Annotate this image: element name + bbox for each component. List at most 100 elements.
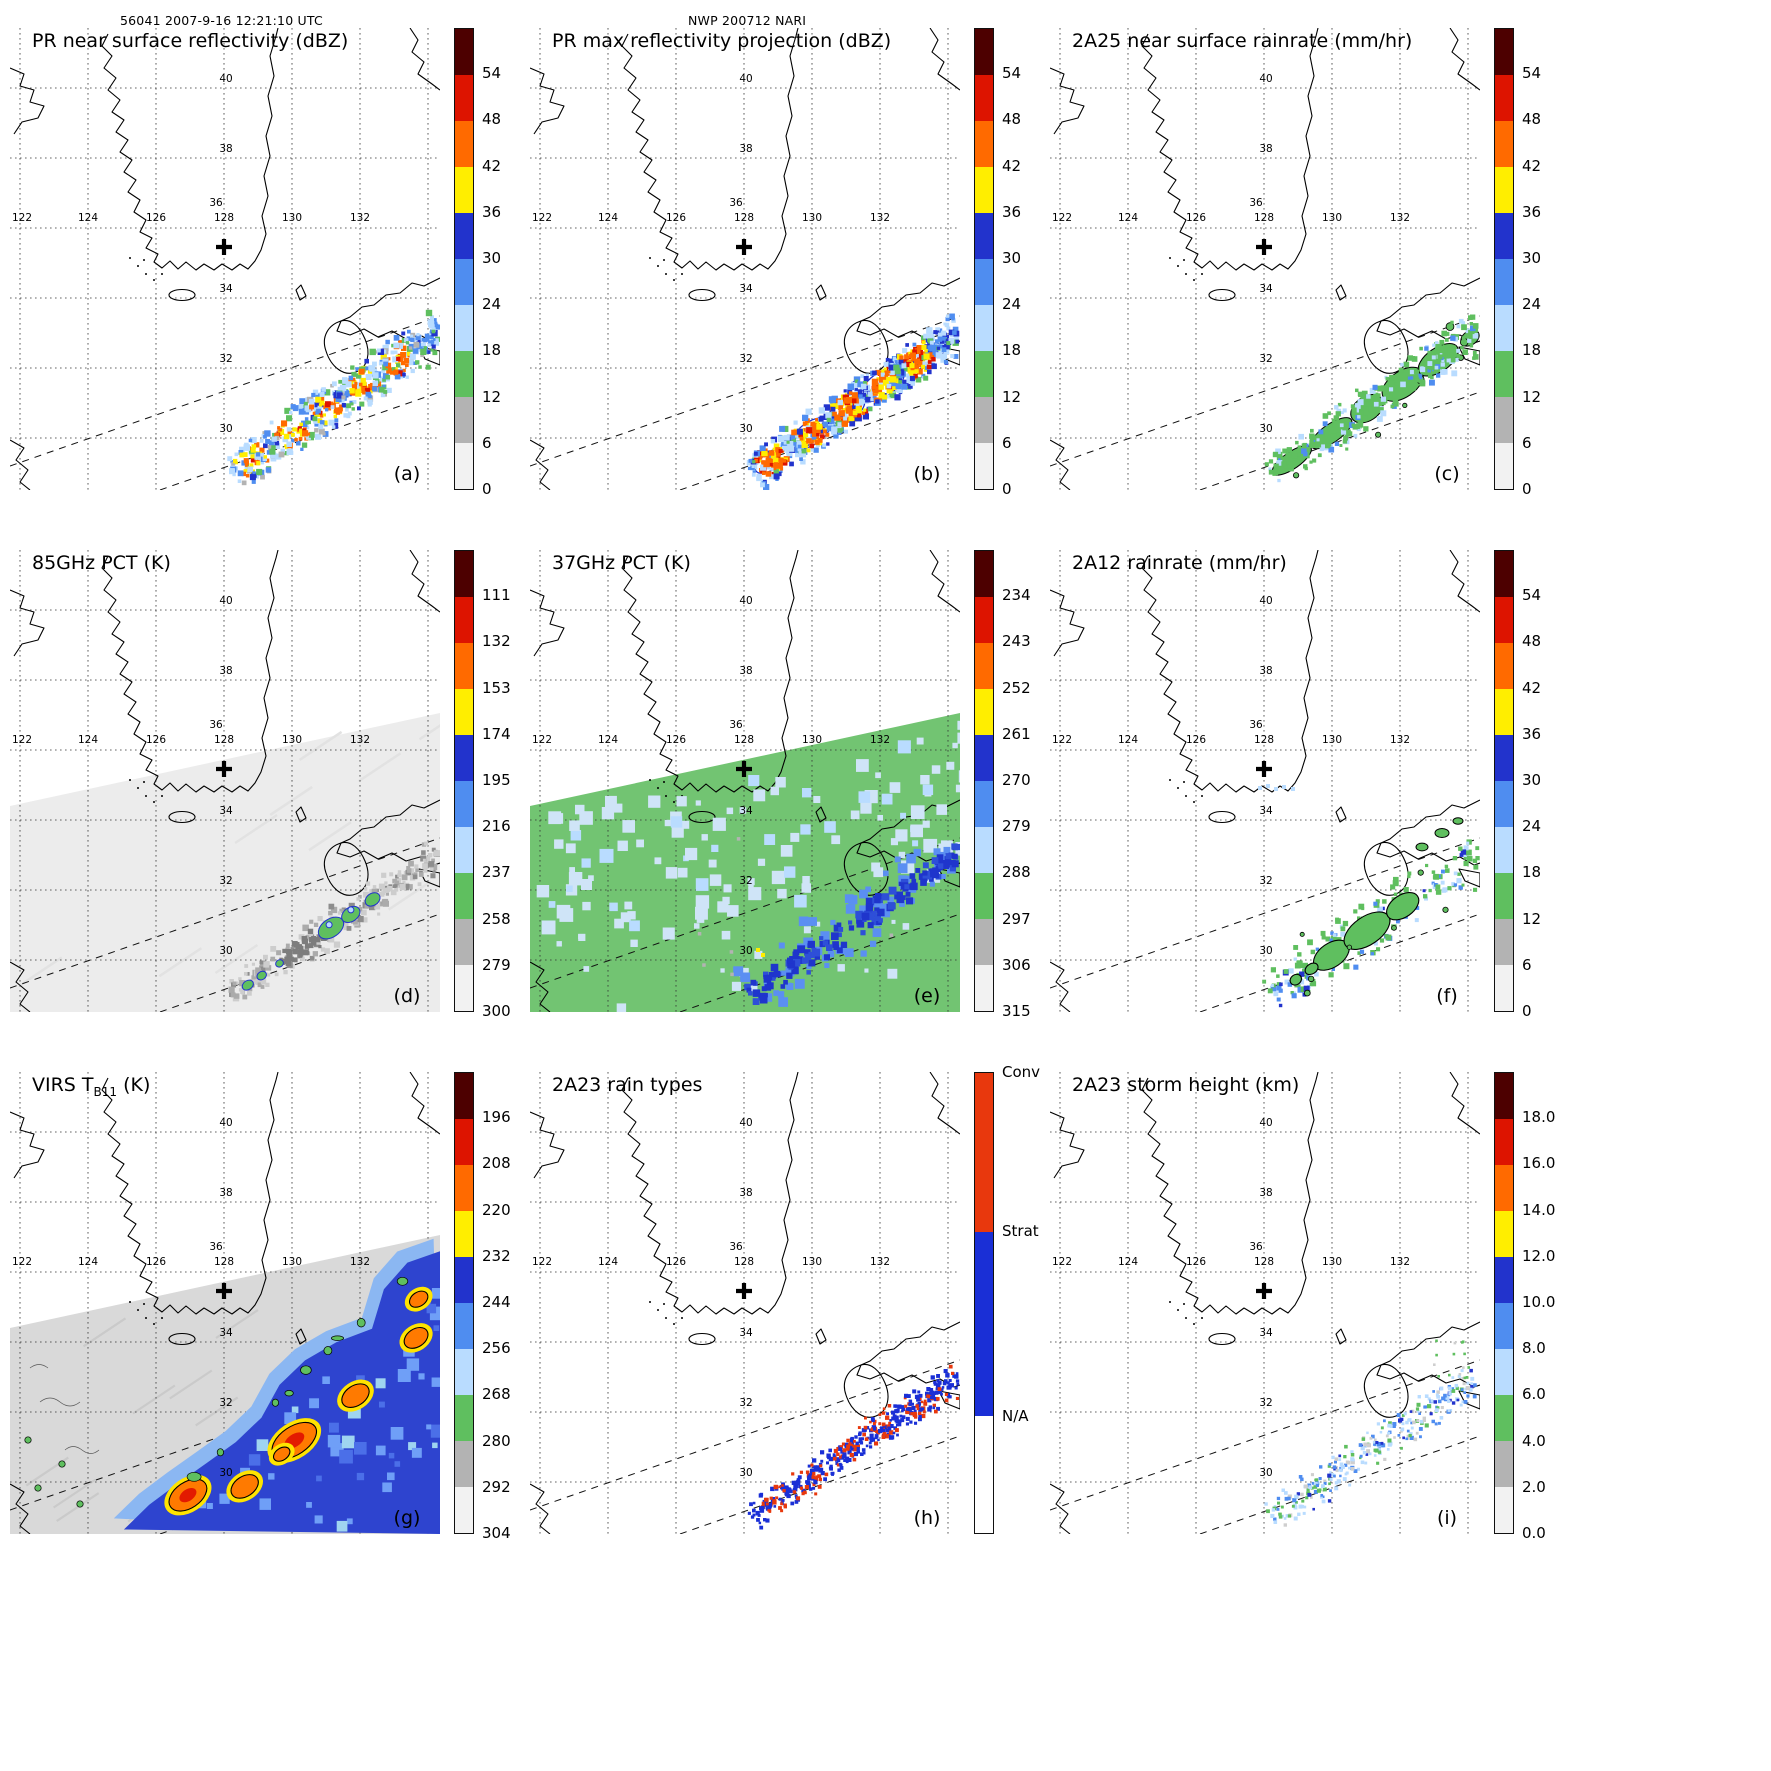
lat-label: 36: [209, 719, 223, 731]
small-island: [663, 1303, 665, 1305]
panel-h: 2A23 rain types 122 124 126 128 130 132 40 38 36…: [530, 1064, 1050, 1534]
small-island: [145, 1317, 147, 1319]
small-island: [129, 1301, 131, 1303]
colorbar-segment: [975, 75, 993, 121]
jeju-island: [168, 288, 196, 302]
lat-label: 36: [209, 1241, 223, 1253]
map-i: 122 124 126 128 130 132 40 38 36 34 32 30 (i): [1050, 1072, 1480, 1534]
small-island: [1185, 1317, 1187, 1319]
lat-label: 38: [1259, 1187, 1272, 1199]
colorbar-segment: [455, 735, 473, 781]
colorbar-segment: [1495, 1073, 1513, 1119]
lat-label: 38: [739, 665, 752, 677]
colorbar-segment: [975, 643, 993, 689]
panel-c: 2A25 near surface rainrate (mm/hr) 122 12…: [1050, 28, 1570, 498]
lon-label: 130: [1322, 734, 1342, 746]
lat-label: 36: [729, 1241, 743, 1253]
colorbar-segment: [1495, 259, 1513, 305]
title-text: 2A23 storm height (km): [1072, 1074, 1300, 1096]
coordinate-labels: 122 124 126 128 130 132 40 38 36 34 32 30: [1052, 1117, 1410, 1479]
small-island: [153, 279, 155, 281]
title-text: PR near surface reflectivity (dBZ): [32, 30, 349, 52]
small-island: [657, 265, 659, 267]
lat-label: 30: [1259, 423, 1272, 435]
colorbar-segment: [455, 597, 473, 643]
colorbar-g: 196 208 220 232 244 256 268 280 292 304: [454, 1072, 530, 1542]
colorbar-segment: [975, 735, 993, 781]
colorbar-segment: [455, 1349, 473, 1395]
coordinate-labels: 122 124 126 128 130 132 40 38 36 34 32 30: [1052, 595, 1410, 957]
lat-label: 34: [219, 283, 233, 295]
colorbar-segment: [1495, 1441, 1513, 1487]
colorbar-tick-label: 42: [1002, 157, 1022, 175]
colorbar-segment: [975, 443, 993, 489]
colorbar-bar: [454, 1072, 474, 1534]
colorbar-segment: [1495, 551, 1513, 597]
lat-label: 38: [219, 665, 232, 677]
colorbar-h: Conv Strat N/A: [974, 1064, 1050, 1534]
lon-label: 132: [350, 212, 370, 224]
panel-c-title: 2A25 near surface rainrate (mm/hr): [1072, 30, 1412, 55]
small-island: [137, 265, 139, 267]
lon-label: 124: [598, 734, 618, 746]
colorbar-segment: [1495, 827, 1513, 873]
colorbar-bar: [974, 28, 994, 490]
lon-label: 126: [146, 212, 166, 224]
colorbar-segment: [455, 1487, 473, 1533]
colorbar-segment: [975, 29, 993, 75]
precip-features: [1264, 1339, 1477, 1527]
colorbar-segment: [975, 1415, 993, 1533]
lat-label: 36: [1249, 197, 1263, 209]
small-island: [161, 795, 163, 797]
colorbar-tick-label: 268: [482, 1385, 511, 1403]
colorbar-tick-label: 36: [482, 203, 502, 221]
lat-label: 34: [1259, 1327, 1273, 1339]
colorbar-segment: [1495, 213, 1513, 259]
lat-label: 36: [729, 197, 743, 209]
lon-label: 126: [666, 734, 686, 746]
lat-label: 38: [739, 1187, 752, 1199]
pr-swath-edges: [10, 315, 440, 490]
title-text: 2A25 near surface rainrate (mm/hr): [1072, 30, 1413, 52]
site-cross-marker: [736, 1283, 752, 1299]
colorbar-segment: [1495, 1257, 1513, 1303]
small-island: [1193, 801, 1195, 803]
coastline: [1050, 1072, 1480, 1534]
colorbar-tick-label: 153: [482, 679, 511, 697]
lon-label: 124: [78, 212, 98, 224]
colorbar-tick-label: 12: [1522, 388, 1542, 406]
colorbar-tick-label: 220: [482, 1201, 511, 1219]
site-cross-marker: [736, 239, 752, 255]
colorbar-segment: [455, 1257, 473, 1303]
small-island: [143, 259, 145, 261]
colorbar-tick-label: 54: [1522, 586, 1542, 604]
colorbar-tick-label: 14.0: [1522, 1201, 1556, 1219]
pr-swath-edges: [1050, 1359, 1480, 1534]
colorbar-b: 54 48 42 36 30 24 18 12 6 0: [974, 28, 1050, 498]
lat-label: 34: [1259, 283, 1273, 295]
colorbar-segment: [1495, 121, 1513, 167]
grid-lines: [1050, 28, 1480, 490]
lon-label: 128: [214, 1256, 234, 1268]
panel-a-title: PR near surface reflectivity (dBZ): [32, 30, 348, 55]
lat-label: 32: [1259, 1397, 1272, 1409]
site-cross-marker: [216, 761, 232, 777]
lat-label: 40: [219, 73, 232, 85]
colorbar-tick-label: 24: [1522, 817, 1542, 835]
lat-label: 40: [739, 595, 752, 607]
colorbar-tick-label: 24: [482, 295, 502, 313]
lat-label: 36: [209, 197, 223, 209]
small-island: [1193, 1323, 1195, 1325]
lon-label: 130: [1322, 212, 1342, 224]
title-text: PR max reflectivity projection (dBZ): [552, 30, 892, 52]
colorbar-segment: [455, 167, 473, 213]
colorbar-tick-label: 54: [482, 64, 502, 82]
panel-letter: (a): [394, 463, 420, 485]
colorbar-tick-label: 36: [1522, 203, 1542, 221]
map-e: 122 124 126 128 130 132 40 38 36 34 32 30 (e): [530, 550, 960, 1012]
colorbar-segment: [975, 919, 993, 965]
colorbar-segment: [975, 305, 993, 351]
small-island: [1183, 259, 1185, 261]
colorbar-segment: [455, 1303, 473, 1349]
colorbar-tick-label: 48: [1002, 110, 1022, 128]
